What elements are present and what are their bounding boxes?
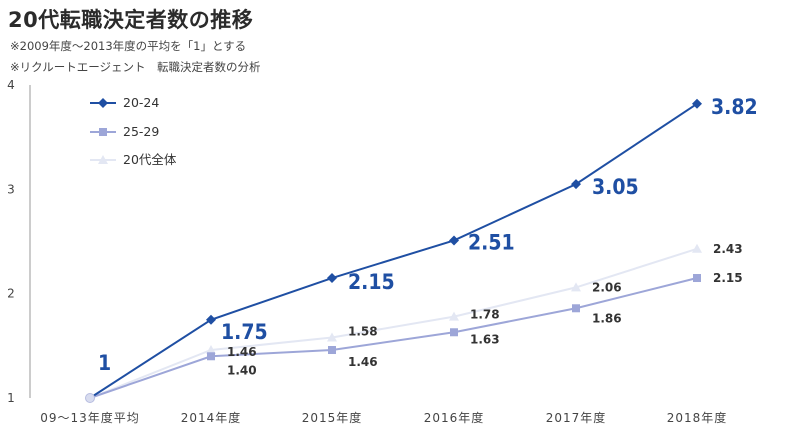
data-label: 2.51 [468, 230, 515, 254]
data-point [206, 314, 216, 325]
data-point [571, 179, 581, 190]
series-line-0 [89, 102, 698, 399]
x-tick-label: 2015年度 [302, 410, 363, 425]
data-label: 1.58 [348, 324, 378, 338]
data-point [449, 311, 459, 321]
data-label: 1.46 [348, 355, 378, 369]
data-label: 2.43 [713, 242, 743, 256]
data-point [572, 304, 580, 313]
x-tick-label: 2018年度 [667, 410, 728, 425]
legend-marker [99, 128, 107, 136]
data-label: 3.82 [711, 95, 758, 119]
data-point [327, 273, 337, 284]
chart-title: 20代転職決定者数の推移 [8, 8, 254, 32]
legend-marker [98, 98, 108, 108]
data-label: 1.75 [221, 320, 268, 344]
data-point [571, 282, 581, 292]
data-label: 1.78 [470, 308, 500, 322]
chart-note-baseline: ※2009年度～2013年度の平均を「1」とする [10, 39, 247, 53]
data-point [692, 243, 702, 253]
data-label: 1.40 [227, 363, 257, 377]
data-label: 1.86 [592, 311, 622, 325]
data-label: 3.05 [592, 175, 639, 199]
legend-marker [98, 155, 108, 164]
chart-note-source: ※リクルートエージェント 転職決定者数の分析 [10, 60, 261, 74]
legend-label: 20-24 [123, 95, 159, 110]
data-point [327, 332, 337, 342]
series-line-2 [89, 247, 698, 399]
data-point [207, 352, 215, 361]
data-point [693, 274, 701, 283]
data-point [206, 345, 216, 355]
data-point-origin [85, 393, 95, 403]
data-label: 1 [98, 351, 111, 375]
data-label: 2.15 [713, 271, 743, 285]
data-label: 1.46 [227, 345, 257, 359]
data-label: 2.15 [348, 270, 395, 294]
series-line-1 [89, 277, 698, 399]
y-tick-label: 3 [7, 182, 15, 196]
y-tick-label: 1 [7, 391, 15, 405]
data-point [449, 235, 459, 246]
legend-label: 25-29 [123, 124, 159, 139]
data-point [692, 98, 702, 109]
x-tick-label: 2016年度 [424, 410, 485, 425]
x-tick-label: 09～13年度平均 [40, 410, 140, 425]
data-point [450, 328, 458, 337]
y-tick-label: 4 [7, 78, 15, 92]
data-label: 1.63 [470, 332, 500, 346]
x-tick-label: 2017年度 [546, 410, 607, 425]
y-tick-label: 2 [7, 287, 15, 301]
legend-label: 20代全体 [123, 152, 177, 167]
x-tick-label: 2014年度 [181, 410, 242, 425]
data-point [328, 346, 336, 355]
data-label: 2.06 [592, 280, 622, 294]
